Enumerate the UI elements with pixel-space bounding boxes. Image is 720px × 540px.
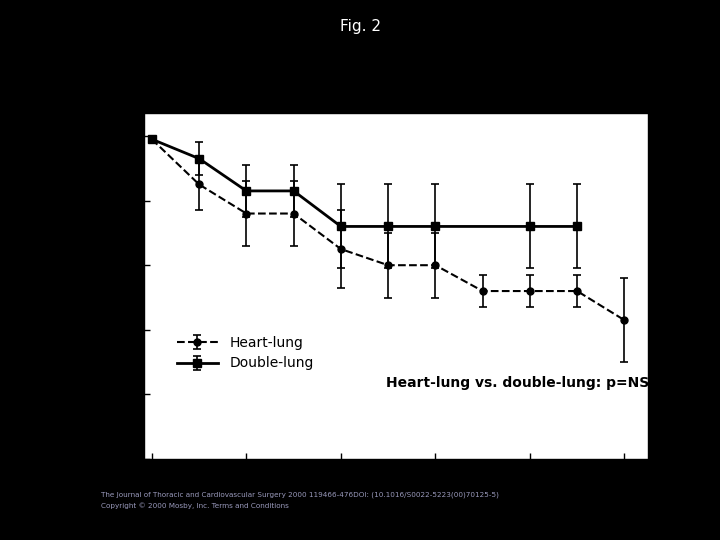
Text: Heart-lung vs. double-lung: p=NS: Heart-lung vs. double-lung: p=NS [386,376,649,390]
X-axis label: Time (months post transplant): Time (months post transplant) [253,485,539,503]
Legend: Heart-lung, Double-lung: Heart-lung, Double-lung [171,330,320,376]
Text: Fig. 2: Fig. 2 [340,19,380,34]
Y-axis label: Actuarial freedom from OB (%): Actuarial freedom from OB (%) [91,154,106,418]
Text: Copyright © 2000 Mosby, Inc. Terms and Conditions: Copyright © 2000 Mosby, Inc. Terms and C… [101,502,289,509]
Text: The Journal of Thoracic and Cardiovascular Surgery 2000 119466-476DOI: (10.1016/: The Journal of Thoracic and Cardiovascul… [101,491,499,498]
